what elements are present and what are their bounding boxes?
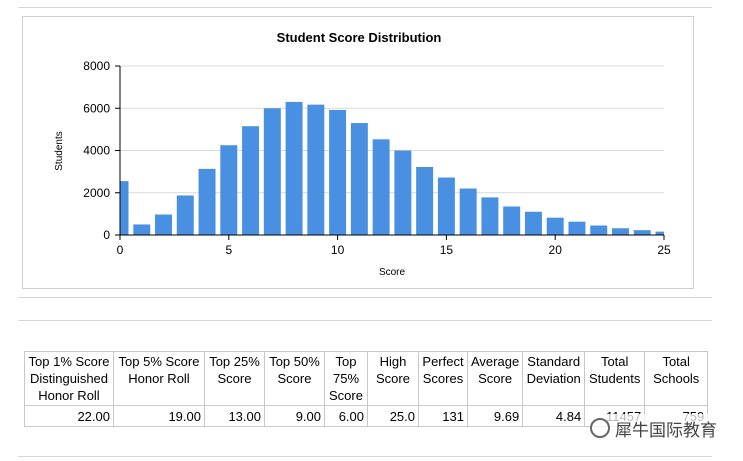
x-tick-label: 5 xyxy=(225,243,232,257)
bar-score-5 xyxy=(220,145,238,235)
bar-score-7 xyxy=(263,108,281,235)
header-total-students: Total Students xyxy=(584,351,646,406)
y-tick-label: 2000 xyxy=(83,186,110,200)
header-average-score: Average Score xyxy=(466,351,524,406)
bar-score-11 xyxy=(350,123,368,235)
x-tick-label: 20 xyxy=(549,243,563,257)
bar-score-10 xyxy=(329,109,347,235)
bar-score-8 xyxy=(285,101,303,235)
x-tick-label: 0 xyxy=(117,243,124,257)
bar-score-3 xyxy=(176,195,194,235)
bar-score-15 xyxy=(437,177,455,235)
header-perfect-scores: Perfect Scores xyxy=(418,351,468,406)
value-top5: 19.00 xyxy=(113,405,205,427)
y-tick-label: 8000 xyxy=(83,59,110,73)
bar-score-9 xyxy=(307,104,325,235)
table-header-row: Top 1% Score Distinguished Honor Roll To… xyxy=(24,351,709,406)
header-high-score: High Score xyxy=(367,351,419,406)
value-top75: 6.00 xyxy=(324,405,368,427)
chart-title: Student Score Distribution xyxy=(277,30,442,45)
bar-score-25 xyxy=(655,231,664,235)
bar-score-16 xyxy=(459,188,477,235)
score-distribution-chart: Student Score Distribution Students Scor… xyxy=(54,30,671,278)
y-axis-label: Students xyxy=(54,131,65,170)
watermark-text: 犀牛国际教育 xyxy=(615,420,717,441)
x-tick-label: 10 xyxy=(331,243,345,257)
bar-score-20 xyxy=(546,217,564,235)
table-row: 22.00 19.00 13.00 9.00 6.00 25.0 131 9.6… xyxy=(24,405,709,427)
bar-score-14 xyxy=(416,166,434,235)
bar-score-12 xyxy=(372,139,390,235)
bar-score-18 xyxy=(503,206,521,235)
header-total-schools: Total Schools xyxy=(644,351,709,406)
bar-score-6 xyxy=(242,126,260,235)
bar-score-22 xyxy=(590,225,608,235)
bar-score-19 xyxy=(524,211,542,235)
y-tick-label: 0 xyxy=(103,228,110,242)
value-top50: 9.00 xyxy=(264,405,325,427)
bar-score-24 xyxy=(633,230,651,235)
bar-score-23 xyxy=(611,228,629,235)
bar-score-4 xyxy=(198,168,216,235)
value-average-score: 9.69 xyxy=(466,405,524,427)
x-axis-label: Score xyxy=(379,267,406,278)
y-tick-label: 4000 xyxy=(83,144,110,158)
top-divider xyxy=(18,7,712,8)
value-std-dev: 4.84 xyxy=(522,405,586,427)
header-top50: Top 50% Score xyxy=(264,351,325,406)
value-high-score: 25.0 xyxy=(367,405,419,427)
x-tick-label: 15 xyxy=(440,243,454,257)
header-top75: Top 75% Score xyxy=(324,351,368,406)
bar-score-17 xyxy=(481,197,499,235)
chart-bottom-divider xyxy=(18,297,712,298)
bar-score-21 xyxy=(568,221,586,235)
score-stats-table: Top 1% Score Distinguished Honor Roll To… xyxy=(24,351,709,427)
bar-score-13 xyxy=(394,150,412,235)
value-top1: 22.00 xyxy=(24,405,114,427)
header-top25: Top 25% Score xyxy=(204,351,265,406)
bar-score-2 xyxy=(155,214,173,235)
bar-score-1 xyxy=(133,224,151,235)
x-tick-label: 25 xyxy=(657,243,671,257)
y-tick-label: 6000 xyxy=(83,101,110,115)
table-top-divider xyxy=(18,320,712,321)
bar-score-0 xyxy=(120,181,129,235)
table-bottom-divider xyxy=(18,456,712,457)
header-std-dev: Standard Deviation xyxy=(522,351,586,406)
watermark: 犀牛国际教育 xyxy=(590,414,730,442)
header-top1: Top 1% Score Distinguished Honor Roll xyxy=(24,351,114,406)
header-top5: Top 5% Score Honor Roll xyxy=(113,351,205,406)
wechat-icon xyxy=(590,418,610,438)
value-top25: 13.00 xyxy=(204,405,265,427)
value-perfect-scores: 131 xyxy=(418,405,468,427)
